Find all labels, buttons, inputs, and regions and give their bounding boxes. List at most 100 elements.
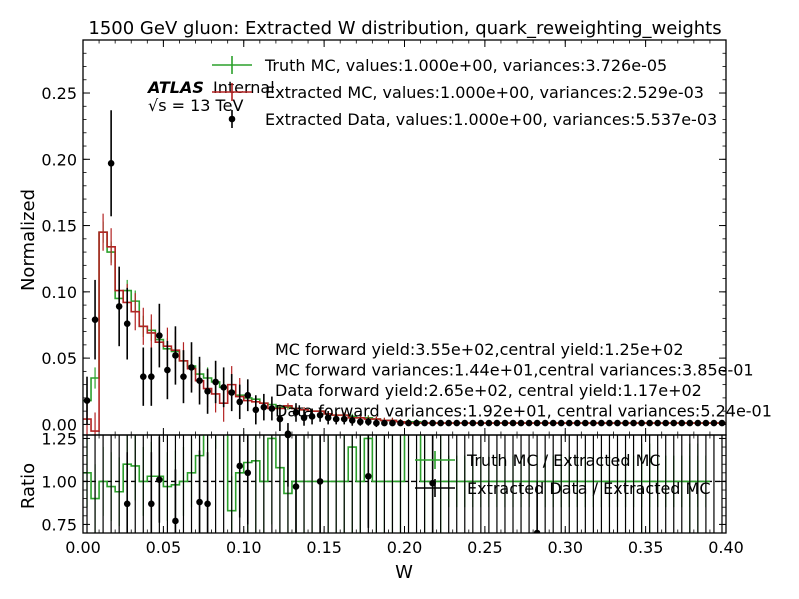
data-point <box>662 419 670 427</box>
data-point <box>694 419 702 427</box>
data-point <box>381 419 388 427</box>
y-tick-label-bottom: 0.75 <box>41 515 77 534</box>
axes-text: 1500 GeV gluon: Extracted W distribution… <box>18 18 722 583</box>
y-tick-label-top: 0.15 <box>41 217 77 236</box>
data-point <box>180 373 187 380</box>
legend-entry: Truth MC / Extracted MC <box>415 451 661 470</box>
data-point <box>236 398 244 406</box>
data-point <box>413 419 420 427</box>
data-point <box>389 419 396 427</box>
data-point <box>196 377 203 384</box>
annotation-line: Data forward variances:1.92e+01, central… <box>275 402 772 421</box>
data-point <box>324 414 332 422</box>
annotation-line: MC forward variances:1.44e+01,central va… <box>275 361 754 380</box>
data-ratio-point <box>284 435 292 439</box>
legend-label: Truth MC / Extracted MC <box>466 451 661 470</box>
data-point <box>244 391 252 399</box>
data-point <box>477 419 485 427</box>
atlas-logo-text: ATLAS <box>146 78 204 97</box>
data-point <box>164 366 171 374</box>
data-point <box>268 405 276 412</box>
x-tick-label: 0.40 <box>708 538 744 557</box>
data-point <box>356 418 364 426</box>
data-point <box>598 419 605 427</box>
extracted-mc-histogram <box>83 231 726 432</box>
data-point <box>574 419 581 427</box>
annotation-line: MC forward yield:3.55e+02,central yield:… <box>275 340 684 359</box>
data-point <box>646 419 653 427</box>
data-point <box>397 419 404 427</box>
x-tick-label: 0.00 <box>65 538 101 557</box>
yield-annotations: MC forward yield:3.55e+02,central yield:… <box>275 340 772 421</box>
data-ratio-point <box>292 483 300 490</box>
data-point <box>107 159 115 167</box>
data-point <box>469 419 477 427</box>
y-tick-label-top: 0.10 <box>41 283 77 302</box>
data-point <box>541 419 549 427</box>
data-point <box>212 378 219 386</box>
data-point <box>549 419 557 427</box>
data-point <box>606 419 613 427</box>
data-point <box>622 419 629 427</box>
data-point <box>332 415 340 423</box>
legend-ratio: Truth MC / Extracted MC Extracted Data / … <box>415 451 711 498</box>
legend-main: Truth MC, values:1.000e+00, variances:3.… <box>212 56 717 129</box>
data-point <box>300 414 308 422</box>
legend-swatch-point <box>228 115 236 123</box>
data-point <box>284 430 292 435</box>
data-point <box>172 352 179 359</box>
x-tick-label: 0.20 <box>387 538 423 557</box>
data-point <box>316 411 324 419</box>
ratio-plot-area <box>83 435 726 533</box>
data-ratio-point <box>172 517 179 525</box>
data-point <box>461 419 469 427</box>
data-ratio-point <box>123 500 131 508</box>
data-point <box>365 418 372 426</box>
data-point <box>348 417 356 424</box>
data-point <box>718 419 726 427</box>
data-point <box>702 419 710 427</box>
data-point <box>557 419 565 427</box>
data-ratio-point <box>236 462 244 470</box>
data-point <box>582 419 589 427</box>
data-point <box>292 409 300 416</box>
data-ratio-point <box>533 529 541 533</box>
chart-title: 1500 GeV gluon: Extracted W distribution… <box>88 18 721 39</box>
data-point <box>83 397 91 404</box>
data-point <box>421 419 428 427</box>
x-tick-label: 0.30 <box>547 538 583 557</box>
energy-label: √s = 13 TeV <box>148 96 243 115</box>
data-point <box>156 332 163 339</box>
data-point <box>590 419 597 427</box>
data-point <box>260 403 268 411</box>
data-ratio-point <box>365 472 372 480</box>
data-point <box>501 419 509 427</box>
data-point <box>220 383 227 391</box>
data-ratio-point <box>316 478 324 485</box>
data-ratio-point <box>244 469 252 477</box>
y-tick-label-top: 0.05 <box>41 349 77 368</box>
data-ratio-point <box>196 498 203 506</box>
data-point <box>638 419 645 427</box>
legend-label: Extracted Data, values:1.000e+00, varian… <box>265 110 717 129</box>
data-point <box>710 419 718 427</box>
data-point <box>614 419 621 427</box>
data-point <box>308 413 316 420</box>
data-point <box>188 364 195 371</box>
main-plot-area <box>83 110 726 435</box>
data-point <box>485 419 493 427</box>
data-point <box>565 419 573 427</box>
ratio-frame <box>82 434 727 534</box>
data-point <box>340 415 348 423</box>
data-point <box>276 415 284 423</box>
atlas-label: ATLAS Internal √s = 13 TeV <box>146 78 275 115</box>
y-tick-label-top: 0.25 <box>41 84 77 103</box>
data-ratio-point <box>148 500 155 508</box>
data-point <box>445 419 453 427</box>
data-point <box>252 406 260 414</box>
data-point <box>517 419 525 427</box>
y-axis-label-top: Normalized <box>18 189 39 291</box>
y-tick-label-top: 0.20 <box>41 150 77 169</box>
data-point <box>654 419 661 427</box>
